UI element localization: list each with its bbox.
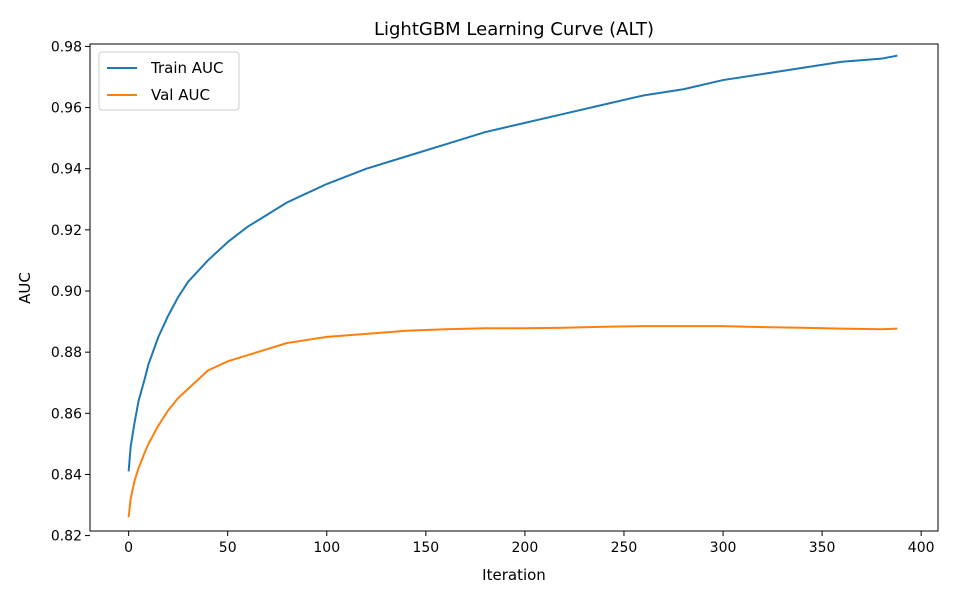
- x-tick-label-350: 350: [809, 540, 836, 556]
- y-tick-label-0.92: 0.92: [51, 223, 82, 239]
- x-tick-label-400: 400: [908, 540, 935, 556]
- y-axis-label: AUC: [16, 272, 34, 304]
- y-tick-label-0.82: 0.82: [51, 529, 82, 545]
- y-tick-label-0.90: 0.90: [51, 284, 82, 300]
- y-tick-label-0.86: 0.86: [51, 406, 82, 422]
- x-tick-label-0: 0: [124, 540, 133, 556]
- legend-label-val-auc: Val AUC: [151, 86, 210, 104]
- y-tick-label-0.94: 0.94: [51, 162, 82, 178]
- series-line-train-auc: [127, 54, 898, 472]
- x-tick-label-300: 300: [710, 540, 737, 556]
- y-tick-label-0.88: 0.88: [51, 345, 82, 361]
- plot-frame: [89, 43, 939, 532]
- chart-title: LightGBM Learning Curve (ALT): [374, 19, 654, 40]
- y-tick-label-0.98: 0.98: [51, 39, 82, 55]
- x-tick-label-250: 250: [611, 540, 638, 556]
- x-axis-label: Iteration: [482, 566, 546, 584]
- series-line-val-auc: [127, 325, 898, 518]
- y-tick-label-0.96: 0.96: [51, 101, 82, 117]
- legend-label-train-auc: Train AUC: [150, 59, 223, 77]
- x-tick-label-100: 100: [313, 540, 340, 556]
- plot-area-group: 0 50 100 150 200 250 300 350 400 0.82 0.84 0.86 0.88…: [51, 39, 939, 556]
- x-tick-label-50: 50: [219, 540, 237, 556]
- y-tick-label-0.84: 0.84: [51, 467, 82, 483]
- x-tick-label-150: 150: [412, 540, 439, 556]
- x-tick-label-200: 200: [512, 540, 539, 556]
